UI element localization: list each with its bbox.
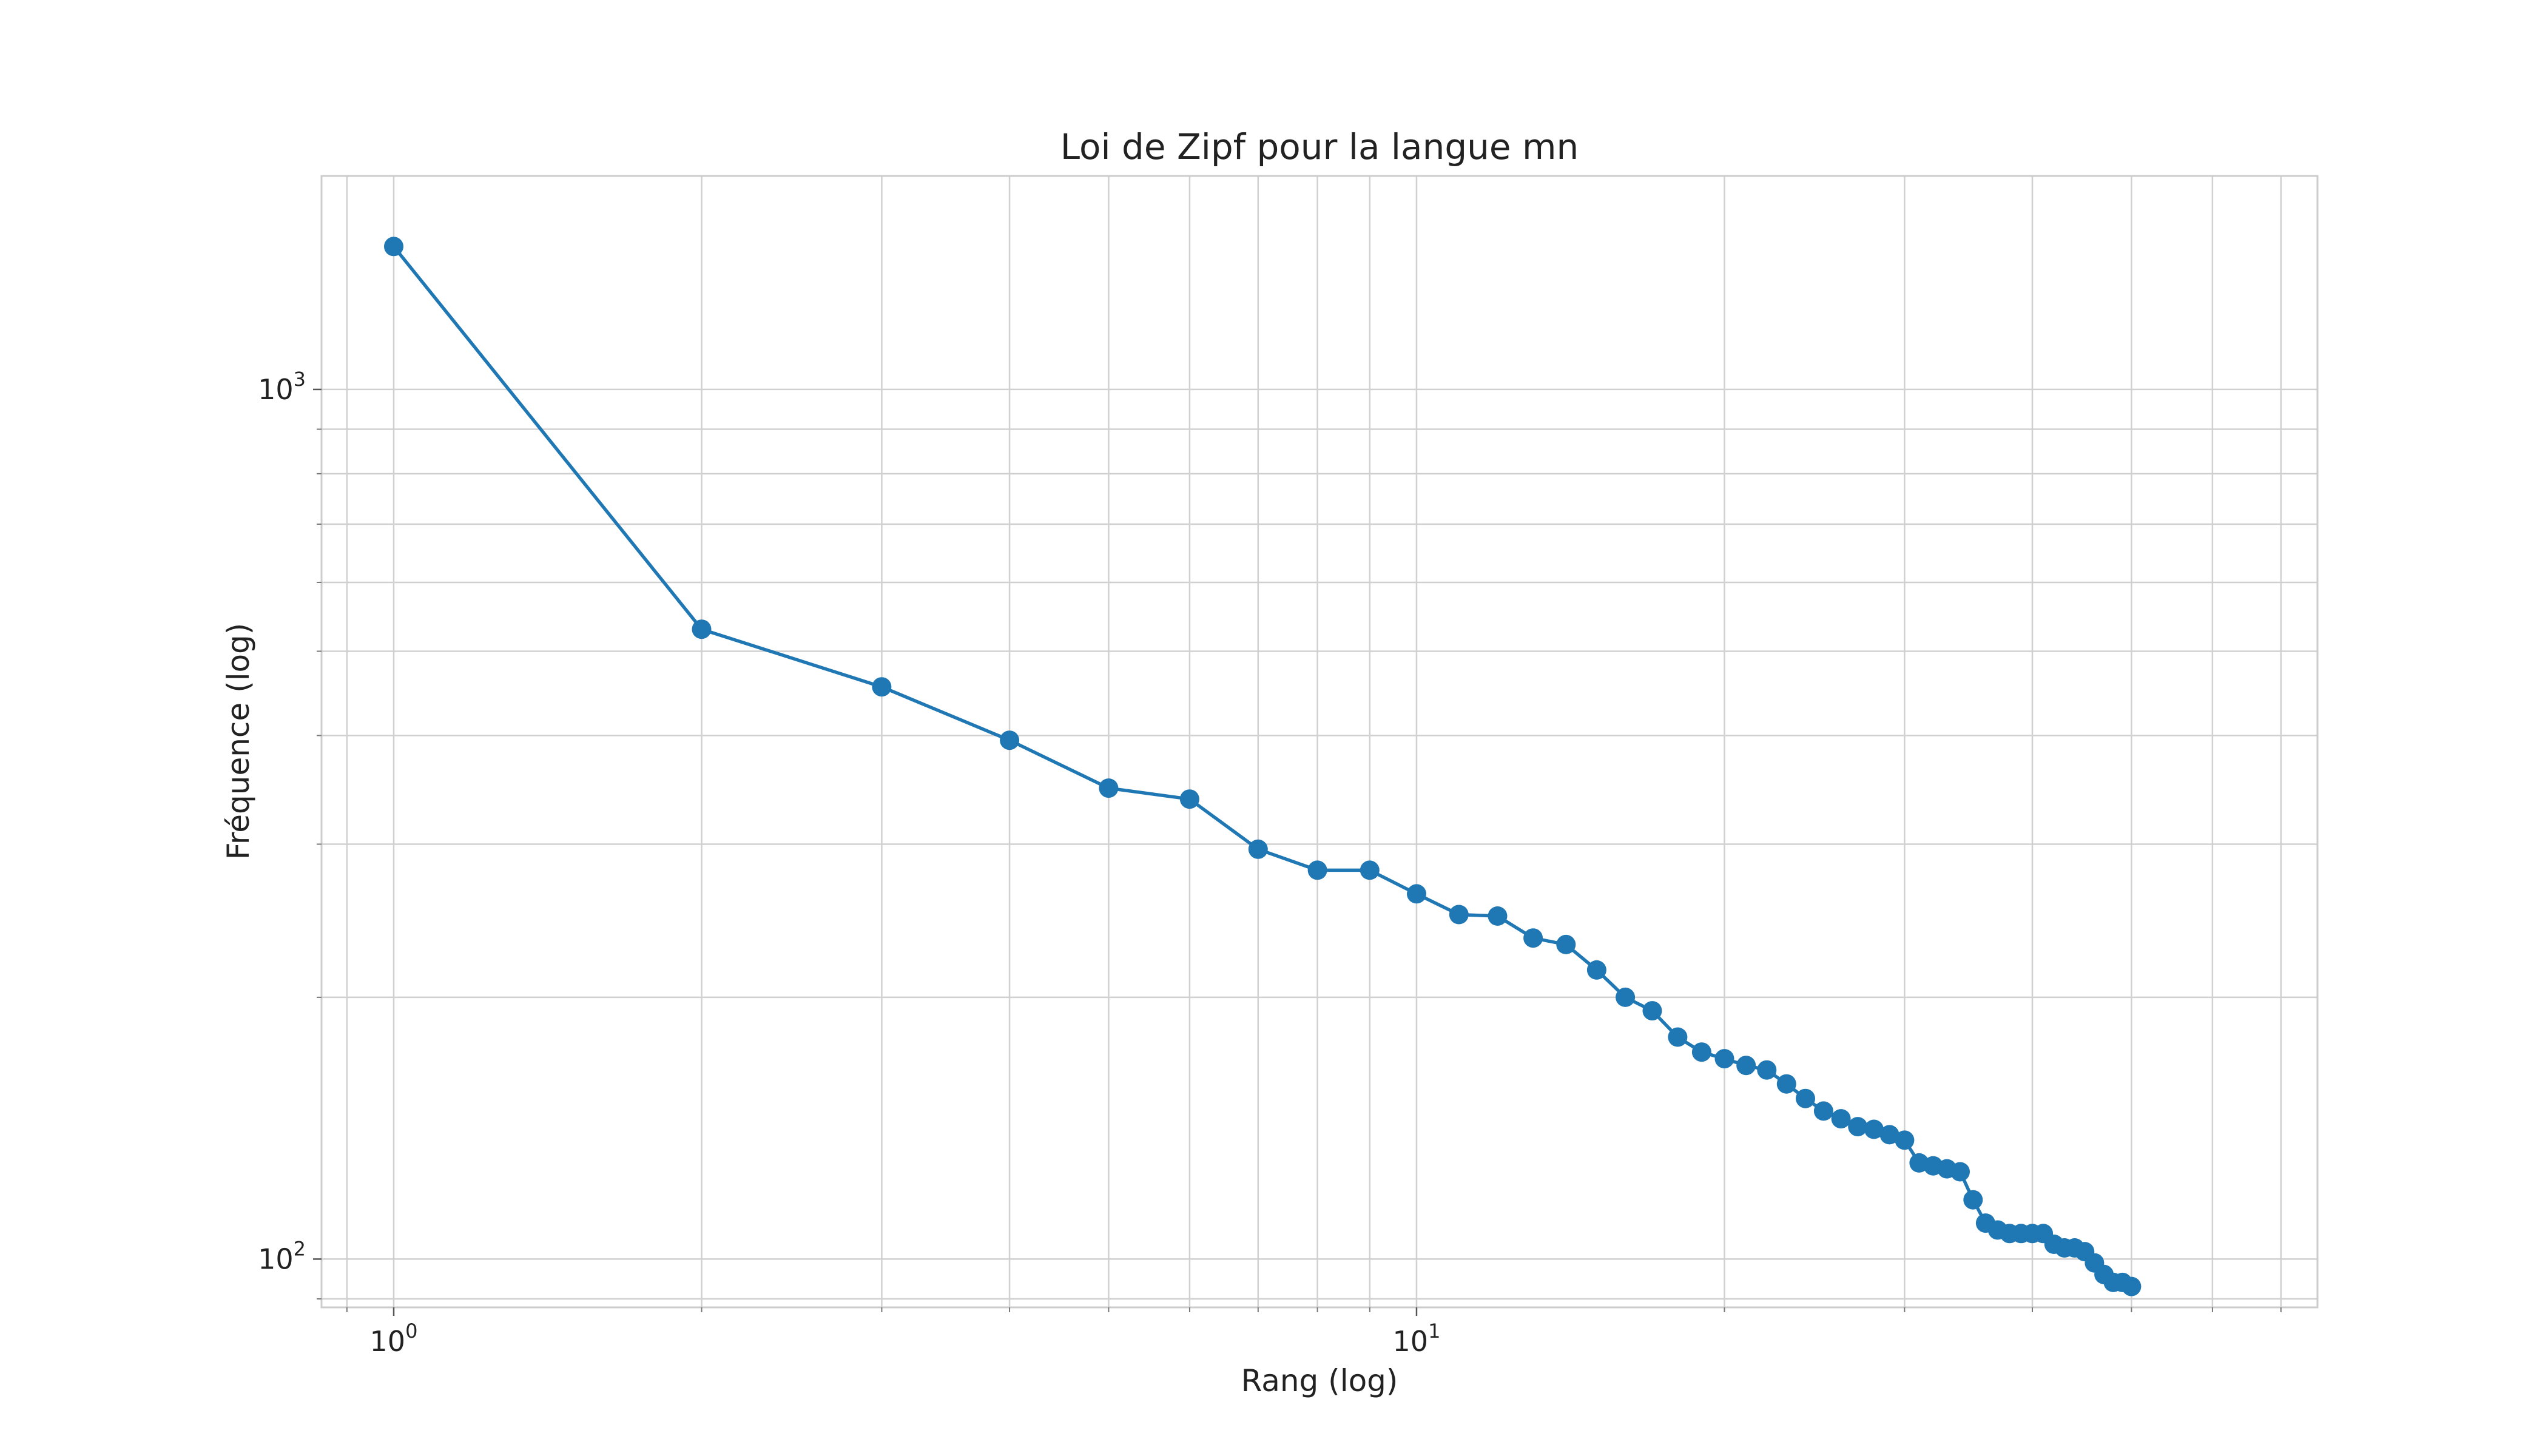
- data-point: [1586, 960, 1606, 980]
- y-tick-exponent: 2: [294, 1237, 306, 1260]
- data-point: [1000, 730, 1020, 750]
- data-point: [692, 619, 712, 639]
- data-point: [1691, 1042, 1711, 1062]
- data-point: [1895, 1130, 1915, 1150]
- data-point: [1556, 934, 1576, 954]
- data-point: [1813, 1101, 1833, 1121]
- data-point: [1864, 1119, 1884, 1139]
- data-point: [1616, 987, 1636, 1007]
- data-point: [1523, 928, 1543, 948]
- data-point: [1950, 1162, 1970, 1182]
- data-point: [1099, 778, 1119, 798]
- data-point: [1963, 1190, 1983, 1210]
- y-tick-base: 10: [258, 1242, 294, 1275]
- data-point: [384, 237, 403, 257]
- x-tick-label: 100: [370, 1320, 418, 1358]
- data-point: [1449, 905, 1469, 925]
- x-axis-label: Rang (log): [1241, 1363, 1398, 1398]
- x-tick-base: 10: [1393, 1325, 1429, 1358]
- data-point: [1488, 906, 1508, 926]
- data-point: [1360, 860, 1380, 880]
- data-point: [1307, 860, 1327, 880]
- data-point: [1796, 1088, 1815, 1108]
- data-point: [1848, 1117, 1868, 1137]
- data-point: [1714, 1049, 1734, 1069]
- data-point: [1179, 789, 1199, 809]
- y-tick-label: 102: [258, 1237, 306, 1275]
- chart-title: Loi de Zipf pour la langue mn: [1060, 126, 1579, 167]
- data-point: [1757, 1060, 1777, 1080]
- data-point: [1831, 1109, 1851, 1129]
- y-tick-label: 103: [258, 368, 306, 406]
- data-point: [1642, 1001, 1662, 1021]
- y-tick-base: 10: [258, 373, 294, 406]
- data-point: [1736, 1056, 1756, 1076]
- data-point: [2122, 1276, 2142, 1296]
- y-axis-label: Fréquence (log): [221, 623, 256, 860]
- x-tick-label: 101: [1393, 1320, 1441, 1358]
- data-series: [384, 237, 2142, 1296]
- x-tick-exponent: 0: [405, 1320, 417, 1343]
- data-point: [1407, 884, 1426, 904]
- data-point: [872, 677, 892, 697]
- plot-frame: [320, 175, 2319, 1309]
- data-point: [1248, 839, 1268, 859]
- grid: [322, 176, 2317, 1307]
- y-tick-exponent: 3: [294, 368, 306, 391]
- x-tick-base: 10: [370, 1325, 406, 1358]
- x-tick-exponent: 1: [1428, 1320, 1440, 1343]
- data-point: [1668, 1027, 1688, 1047]
- data-point: [1776, 1074, 1796, 1094]
- data-point: [1879, 1125, 1899, 1145]
